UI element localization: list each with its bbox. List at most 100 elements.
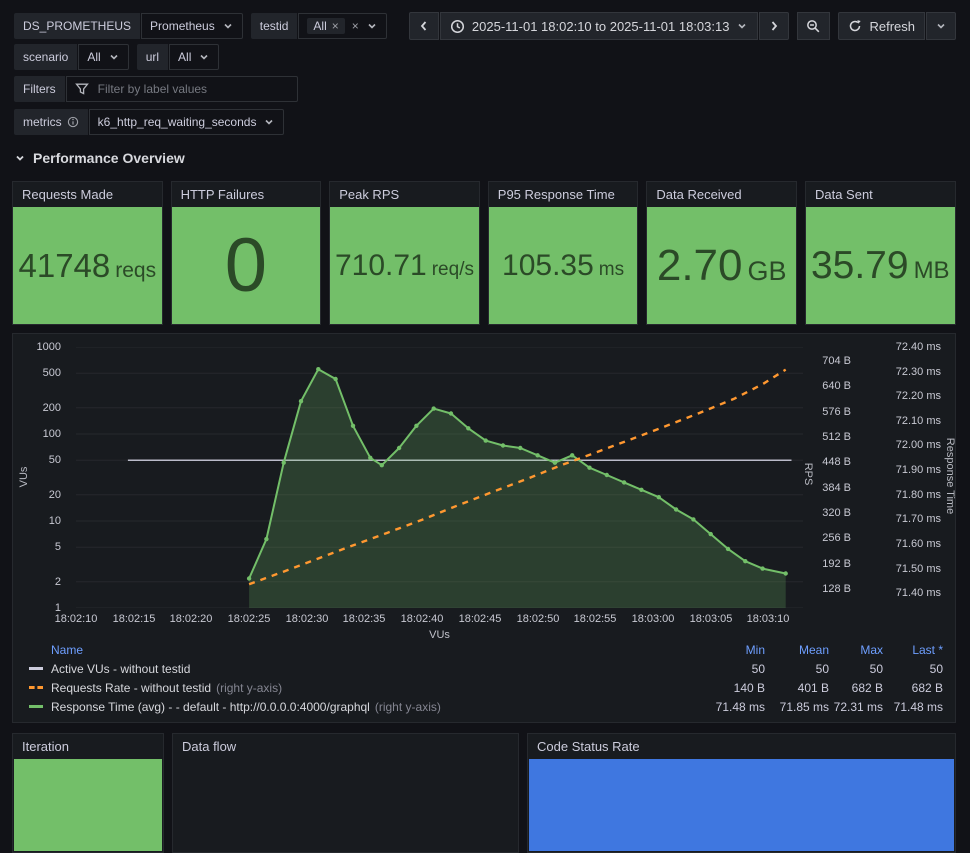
chip-label: All <box>313 19 327 33</box>
data-point <box>743 559 748 564</box>
chevron-down-icon <box>937 23 945 29</box>
data-point <box>431 406 436 411</box>
panel-title: Peak RPS <box>339 187 400 202</box>
time-range-button[interactable]: 2025-11-01 18:02:10 to 2025-11-01 18:03:… <box>439 12 759 40</box>
var-datasource-picker[interactable]: Prometheus <box>141 13 243 39</box>
data-point <box>350 423 356 428</box>
panel-data-flow: Data flow <box>172 733 519 853</box>
refresh-icon <box>850 20 862 32</box>
legend-row-active-vus[interactable]: Active VUs - without testid 50 50 50 50 <box>29 659 943 678</box>
stat-value: 105.35 <box>502 248 594 282</box>
series-mean: 401 B <box>797 680 829 695</box>
data-point <box>535 453 540 458</box>
y-axis-left-ticks: 1000 500 200 100 50 20 10 5 2 1 <box>13 341 69 614</box>
refresh-interval-button[interactable] <box>926 12 956 40</box>
axis-tick-label: 1 <box>54 602 61 614</box>
axis-tick-label: 256 B <box>822 532 851 544</box>
x-axis-tick-label: 18:02:10 <box>54 613 98 625</box>
refresh-button[interactable]: Refresh <box>838 12 925 40</box>
var-scenario-picker[interactable]: All <box>78 44 129 70</box>
legend-header-min[interactable]: Min <box>745 642 765 657</box>
series-requests-rate-line <box>248 368 787 586</box>
data-point <box>368 455 373 460</box>
data-point <box>587 465 592 470</box>
filters-input-box[interactable] <box>65 76 298 102</box>
panel-title: Data flow <box>182 739 237 754</box>
y-axis-label-response-time: Response Time <box>944 437 956 515</box>
var-url-value: All <box>178 50 192 64</box>
x-axis-tick-label: 18:02:15 <box>112 613 156 625</box>
clear-all-icon[interactable]: × <box>351 19 359 33</box>
var-testid-picker[interactable]: All × × <box>298 13 387 39</box>
axis-tick-label: 50 <box>48 454 61 466</box>
legend-header-max[interactable]: Max <box>860 642 883 657</box>
panel-title: Data Received <box>656 187 742 202</box>
refresh-group: Refresh <box>838 12 956 40</box>
series-max: 72.31 ms <box>833 699 883 714</box>
data-point <box>708 531 713 537</box>
metrics-label-text: metrics <box>23 115 62 129</box>
series-name: Requests Rate - without testid <box>51 680 212 695</box>
data-point <box>246 576 252 581</box>
x-axis-tick-label: 18:02:25 <box>227 613 271 625</box>
data-point <box>621 480 627 485</box>
x-axis-tick-label: 18:02:45 <box>458 613 502 625</box>
data-point <box>448 411 454 416</box>
var-scenario-label: scenario <box>14 44 78 70</box>
series-max: 50 <box>869 661 883 676</box>
data-point <box>466 426 471 431</box>
series-response-time-line <box>248 368 786 579</box>
section-performance-overview[interactable]: Performance Overview <box>14 150 185 166</box>
stat-panel-peak-rps: Peak RPS 710.71 req/s <box>329 181 480 325</box>
data-point <box>656 495 661 500</box>
info-icon[interactable] <box>67 116 79 128</box>
series-color-icon <box>29 705 43 708</box>
time-back-button[interactable] <box>408 12 439 40</box>
data-point <box>316 367 321 372</box>
legend-row-requests-rate[interactable]: Requests Rate - without testid (right y-a… <box>29 678 943 697</box>
zoom-out-icon <box>807 19 820 32</box>
axis-tick-label: 71.90 ms <box>895 464 941 476</box>
adhoc-filters: Filters <box>14 76 298 102</box>
remove-value-icon[interactable]: × <box>331 19 339 33</box>
time-series-chart[interactable] <box>76 347 803 608</box>
var-datasource-label: DS_PROMETHEUS <box>14 13 141 39</box>
time-forward-button[interactable] <box>759 12 790 40</box>
time-range-text: 2025-11-01 18:02:10 to 2025-11-01 18:03:… <box>471 18 730 34</box>
var-url-picker[interactable]: All <box>169 44 220 70</box>
chevron-down-icon <box>738 23 747 29</box>
series-color-icon <box>29 667 43 670</box>
k6-grafana-dashboard: DS_PROMETHEUS Prometheus testid All × × <box>12 12 956 853</box>
chevron-down-icon <box>265 119 274 125</box>
stat-panel-requests-made: Requests Made 41748 reqs <box>12 181 163 325</box>
panel-title: HTTP Failures <box>180 187 265 202</box>
series-suffix: (right y-axis) <box>216 680 283 695</box>
axis-tick-label: 448 B <box>822 456 851 468</box>
legend-header-mean[interactable]: Mean <box>798 642 829 657</box>
panel-iteration: Iteration <box>12 733 164 853</box>
legend-header-name[interactable]: Name <box>51 642 84 657</box>
data-point <box>298 399 304 404</box>
var-datasource-value: Prometheus <box>150 19 215 33</box>
data-point <box>396 445 402 451</box>
axis-tick-label: 10 <box>48 515 61 527</box>
series-last: 50 <box>929 661 943 676</box>
x-axis-tick-label: 18:03:05 <box>689 613 733 625</box>
axis-tick-label: 1000 <box>36 341 61 353</box>
axis-tick-label: 72.00 ms <box>895 439 941 451</box>
var-metrics-picker[interactable]: k6_http_req_waiting_seconds <box>88 109 285 135</box>
zoom-out-button[interactable] <box>797 12 831 40</box>
legend-row-response-time[interactable]: Response Time (avg) - - default - http:/… <box>29 697 943 716</box>
x-axis-label: VUs <box>429 629 450 641</box>
filter-by-label-input[interactable] <box>95 81 276 97</box>
axis-tick-label: 128 B <box>822 583 851 595</box>
series-last: 71.48 ms <box>893 699 943 714</box>
var-metrics-value: k6_http_req_waiting_seconds <box>97 115 257 129</box>
selected-value-chip[interactable]: All × <box>307 18 345 34</box>
series-name: Active VUs - without testid <box>51 661 191 676</box>
data-point <box>333 376 338 382</box>
toolbar-row-1: DS_PROMETHEUS Prometheus testid All × × <box>14 12 956 40</box>
clock-icon <box>450 19 464 33</box>
legend-header-last[interactable]: Last * <box>912 642 943 657</box>
data-point <box>483 438 488 443</box>
